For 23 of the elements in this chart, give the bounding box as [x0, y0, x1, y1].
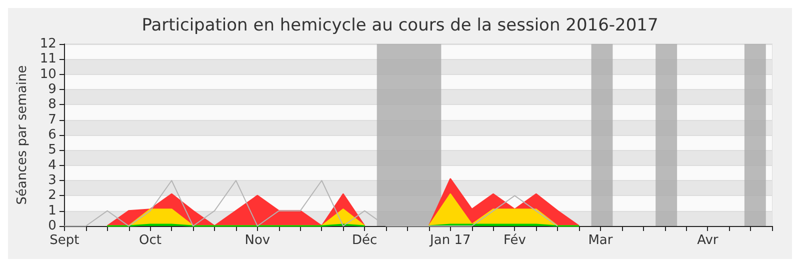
x-tick-label: Oct [138, 233, 162, 248]
y-tick-label: 12 [40, 36, 56, 52]
x-tick-label: Fév [503, 233, 526, 248]
y-axis-title: Séances par semaine [15, 65, 30, 205]
y-tick-label: 2 [48, 188, 56, 204]
chart-title: Participation en hemicycle au cours de la session 2016-2017 [142, 16, 658, 36]
x-tick-label: Nov [244, 233, 270, 248]
x-tick-label: Sept [50, 233, 80, 248]
y-tick-label: 5 [48, 142, 56, 158]
y-tick-label: 10 [40, 66, 56, 82]
y-tick-label: 9 [48, 82, 56, 97]
x-tick-label: Mar [588, 233, 614, 248]
y-tick-label: 0 [48, 218, 56, 234]
y-tick-label: 1 [48, 203, 56, 218]
y-tick-label: 11 [40, 52, 56, 67]
y-tick-label: 7 [48, 112, 56, 128]
y-tick-label: 4 [48, 158, 56, 173]
y-tick-label: 8 [48, 97, 56, 112]
y-tick-label: 6 [48, 128, 56, 142]
y-tick-label: 3 [48, 173, 56, 188]
x-tick-label: Déc [352, 233, 378, 248]
x-tick-label: Avr [697, 233, 719, 248]
x-tick-label: Jan 17 [429, 233, 471, 248]
